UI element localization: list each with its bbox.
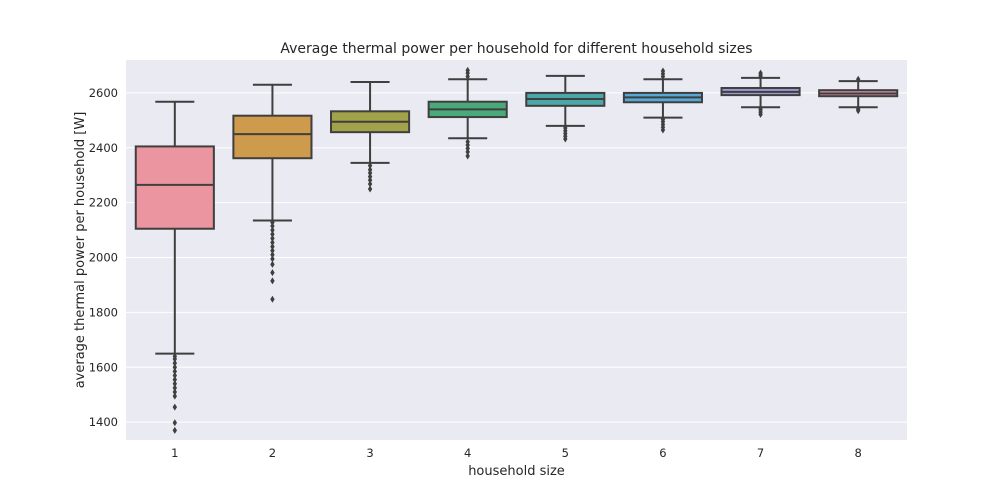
x-tick-label: 7 bbox=[757, 446, 764, 460]
y-axis-ticks: 1400 1600 1800 2000 2200 2400 2600 bbox=[89, 86, 118, 429]
box bbox=[134, 145, 215, 230]
y-tick-label: 1400 bbox=[89, 415, 118, 429]
y-axis-label: average thermal power per household [W] bbox=[73, 112, 88, 389]
box bbox=[232, 114, 313, 160]
outlier-point bbox=[758, 104, 763, 112]
outlier-point bbox=[172, 384, 178, 392]
box-group bbox=[720, 69, 801, 118]
outlier-point bbox=[367, 162, 373, 170]
chart-title: Average thermal power per household for … bbox=[280, 41, 752, 57]
outlier-point bbox=[367, 166, 373, 174]
box-group bbox=[134, 100, 215, 434]
y-tick-label: 1800 bbox=[89, 305, 118, 319]
box-group bbox=[427, 66, 508, 160]
outlier-point bbox=[660, 67, 666, 75]
x-tick-label: 6 bbox=[659, 446, 666, 460]
outlier-point bbox=[270, 260, 275, 268]
outlier-point bbox=[270, 243, 275, 251]
outlier-point bbox=[270, 230, 275, 238]
outlier-point bbox=[270, 277, 275, 285]
box-group bbox=[818, 75, 899, 115]
x-tick-label: 4 bbox=[464, 446, 471, 460]
y-tick-label: 2200 bbox=[89, 196, 118, 210]
outlier-point bbox=[367, 185, 373, 193]
x-axis-ticks: 1 2 3 4 5 6 7 8 bbox=[171, 446, 862, 460]
outlier-point bbox=[270, 269, 275, 277]
box-group bbox=[622, 67, 703, 134]
outlier-point bbox=[172, 392, 178, 400]
outlier-point bbox=[465, 66, 470, 74]
outlier-point bbox=[270, 222, 275, 230]
outlier-point bbox=[367, 173, 373, 181]
outlier-point bbox=[270, 295, 275, 303]
x-tick-label: 3 bbox=[366, 446, 373, 460]
outlier-point bbox=[172, 372, 178, 380]
outlier-point bbox=[660, 116, 666, 124]
outlier-point bbox=[270, 247, 275, 255]
x-tick-label: 8 bbox=[855, 446, 862, 460]
y-tick-label: 2400 bbox=[89, 141, 118, 155]
y-tick-label: 2000 bbox=[89, 251, 118, 265]
outlier-point bbox=[172, 419, 178, 427]
outlier-point bbox=[855, 104, 861, 112]
outlier-point bbox=[465, 152, 470, 160]
outlier-point bbox=[172, 380, 178, 388]
outlier-point bbox=[172, 359, 178, 367]
outlier-point bbox=[172, 403, 178, 411]
outlier-point bbox=[855, 75, 861, 83]
outlier-point bbox=[270, 238, 275, 246]
outlier-point bbox=[367, 176, 373, 184]
outlier-point bbox=[367, 180, 373, 188]
outlier-point bbox=[172, 352, 178, 360]
boxes bbox=[134, 66, 899, 434]
outlier-point bbox=[465, 138, 470, 146]
outlier-point bbox=[172, 426, 178, 434]
outlier-point bbox=[465, 148, 470, 156]
box-group bbox=[232, 83, 313, 303]
outlier-point bbox=[172, 363, 178, 371]
box-group bbox=[330, 80, 411, 193]
outlier-point bbox=[172, 367, 178, 375]
outlier-point bbox=[172, 388, 178, 396]
outlier-point bbox=[270, 218, 275, 226]
x-axis-label: household size bbox=[468, 464, 565, 479]
outlier-point bbox=[270, 251, 275, 259]
outlier-point bbox=[758, 69, 763, 77]
outlier-point bbox=[270, 234, 275, 242]
outlier-point bbox=[563, 124, 568, 132]
outlier-point bbox=[172, 376, 178, 384]
box-group bbox=[525, 74, 606, 143]
y-tick-label: 2600 bbox=[89, 86, 118, 100]
x-tick-label: 2 bbox=[269, 446, 276, 460]
outlier-point bbox=[270, 255, 275, 263]
outlier-point bbox=[270, 226, 275, 234]
x-tick-label: 1 bbox=[171, 446, 178, 460]
x-tick-label: 5 bbox=[562, 446, 569, 460]
y-tick-label: 1600 bbox=[89, 360, 118, 374]
